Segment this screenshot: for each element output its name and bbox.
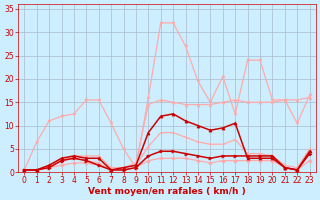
- X-axis label: Vent moyen/en rafales ( km/h ): Vent moyen/en rafales ( km/h ): [88, 187, 246, 196]
